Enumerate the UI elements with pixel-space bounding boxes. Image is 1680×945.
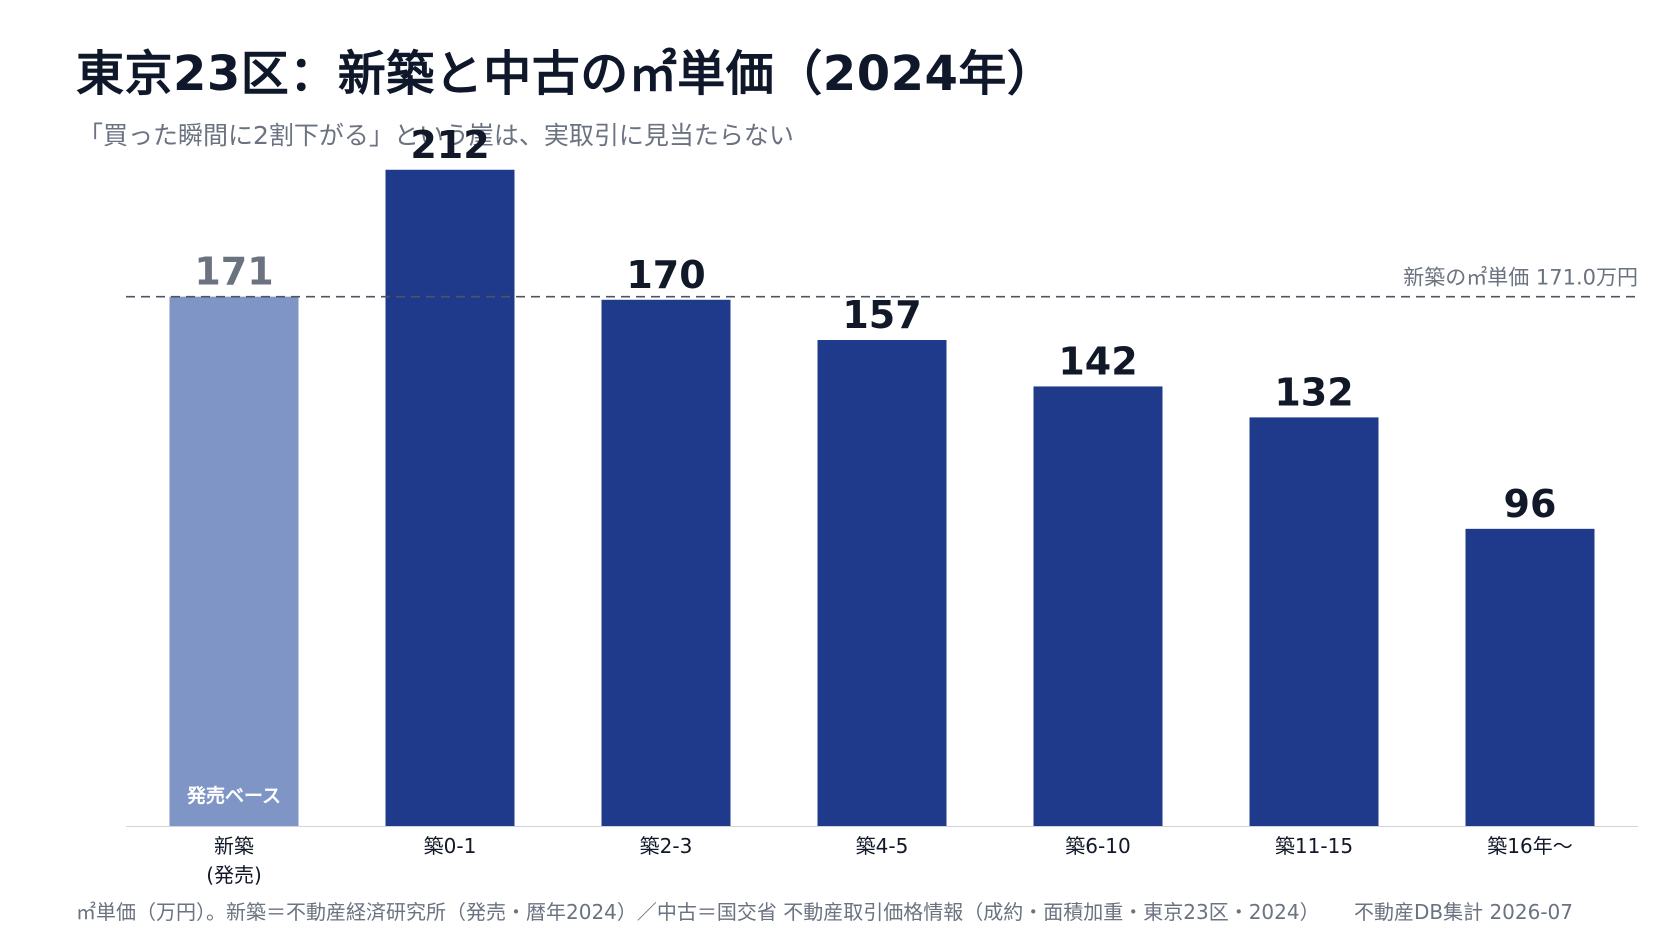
- x-tick-label-0: 新築 (発売): [206, 834, 262, 887]
- data-label-0: 171: [194, 250, 273, 294]
- x-tick-label-6: 築16年〜: [1487, 834, 1572, 858]
- reference-line-label: 新築の㎡単価 171.0万円: [1403, 266, 1638, 290]
- chart-title: 東京23区：新築と中古の㎡単価（2024年）: [76, 46, 1056, 102]
- data-label-1: 212: [410, 123, 489, 167]
- data-label-4: 142: [1058, 339, 1137, 383]
- x-tick-label-line: 築4-5: [856, 834, 909, 858]
- bar-1: [385, 169, 515, 826]
- bar-6: [1465, 528, 1595, 826]
- data-label-5: 132: [1274, 370, 1353, 414]
- x-tick-label-5: 築11-15: [1275, 834, 1353, 858]
- data-label-3: 157: [842, 293, 921, 337]
- x-tick-label-4: 築6-10: [1065, 834, 1130, 858]
- data-label-6: 96: [1504, 482, 1557, 526]
- source-note: ㎡単価（万円）。新築＝不動産経済研究所（発売・暦年2024）／中古＝国交省 不動…: [76, 900, 1320, 924]
- data-label-2: 170: [626, 253, 705, 297]
- chart-subtitle: 「買った瞬間に2割下がる」という崖は、実取引に見当たらない: [78, 121, 794, 150]
- x-tick-label-3: 築4-5: [856, 834, 909, 858]
- x-tick-label-line: 新築: [214, 834, 254, 858]
- bar-5: [1249, 417, 1379, 826]
- bar-0: [169, 296, 299, 827]
- chart-footer: ㎡単価（万円）。新築＝不動産経済研究所（発売・暦年2024）／中古＝国交省 不動…: [76, 896, 1573, 925]
- x-tick-label-line: 築11-15: [1275, 834, 1353, 858]
- bar-inner-label: 発売ベース: [186, 784, 281, 807]
- x-tick-label-line: 築16年〜: [1487, 834, 1572, 858]
- x-tick-label-line: 築6-10: [1065, 834, 1130, 858]
- bar-4: [1033, 386, 1163, 826]
- bar-3: [817, 340, 947, 826]
- credit-note: 不動産DB集計 2026-07: [1353, 900, 1574, 924]
- bar-2: [601, 299, 731, 827]
- x-tick-label-line: (発売): [206, 863, 262, 887]
- x-tick-label-1: 築0-1: [424, 834, 477, 858]
- x-tick-label-line: 築0-1: [424, 834, 477, 858]
- x-tick-label-2: 築2-3: [640, 834, 693, 858]
- x-tick-label-line: 築2-3: [640, 834, 693, 858]
